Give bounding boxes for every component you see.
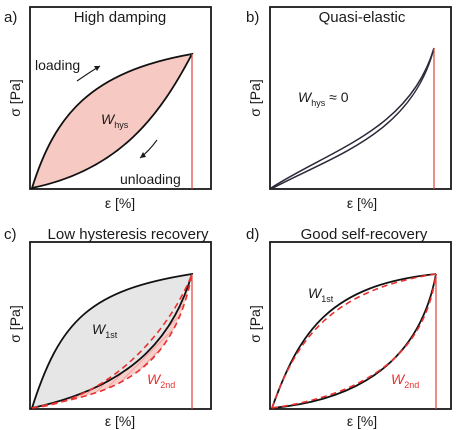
panel-a-loading-arrowhead: [94, 66, 100, 71]
panel-c-title: Low hysteresis recovery: [48, 226, 209, 243]
panel-d-w2-label: W2nd: [391, 371, 419, 390]
panel-d-axes-box: [269, 241, 452, 410]
panel-a-w-label: Whys: [101, 111, 129, 130]
panel-c-xlabel: ε [%]: [105, 413, 135, 429]
panel-b: b) Quasi-elastic σ [Pa] ε [%] Whys ≈ 0: [246, 6, 452, 211]
panel-b-tag: b): [246, 9, 259, 26]
panel-b-loading-curve: [270, 47, 435, 189]
panel-c-second-cycle-loading: [31, 273, 193, 409]
panel-d-title: Good self-recovery: [301, 226, 428, 243]
panel-c-tag: c): [4, 226, 17, 243]
panel-b-ylabel: σ [Pa]: [247, 79, 263, 116]
panel-a: a) High damping σ [Pa] ε [%] loading Why…: [4, 6, 212, 211]
panel-c-w1-label: W1st: [92, 321, 118, 340]
panel-d: d) Good self-recovery σ [Pa] ε [%] W1st …: [246, 226, 452, 429]
panel-c: c) Low hysteresis recovery σ [Pa] ε [%] …: [4, 226, 212, 429]
panel-c-axes-box: [29, 241, 212, 410]
panel-a-loading-label: loading: [35, 57, 80, 73]
panel-a-unloading-arrowhead: [140, 152, 146, 158]
panel-c-ylabel: σ [Pa]: [7, 305, 23, 342]
panel-c-w2-label: W2nd: [147, 371, 175, 390]
panel-b-w-label: Whys ≈ 0: [298, 89, 349, 108]
panel-d-w1-label: W1st: [308, 285, 334, 304]
panel-a-ylabel: σ [Pa]: [7, 79, 23, 116]
panel-b-xlabel: ε [%]: [347, 195, 377, 211]
panel-d-second-loading: [271, 273, 437, 409]
panel-d-first-loading: [271, 273, 437, 409]
panel-d-xlabel: ε [%]: [347, 413, 377, 429]
panel-a-tag: a): [4, 9, 17, 26]
panel-a-axes-box: [29, 6, 212, 190]
panel-d-ylabel: σ [Pa]: [247, 305, 263, 342]
panel-c-hatched-area: [32, 274, 192, 408]
panel-a-title: High damping: [74, 9, 167, 26]
panel-a-unloading-label: unloading: [120, 171, 181, 187]
panel-a-xlabel: ε [%]: [105, 195, 135, 211]
panel-d-tag: d): [246, 226, 259, 243]
panel-b-unloading-curve: [270, 47, 435, 190]
panel-d-first-unloading: [271, 273, 437, 409]
panel-b-title: Quasi-elastic: [319, 9, 406, 26]
panel-d-second-unloading: [271, 273, 437, 409]
panel-b-axes-box: [269, 6, 452, 190]
